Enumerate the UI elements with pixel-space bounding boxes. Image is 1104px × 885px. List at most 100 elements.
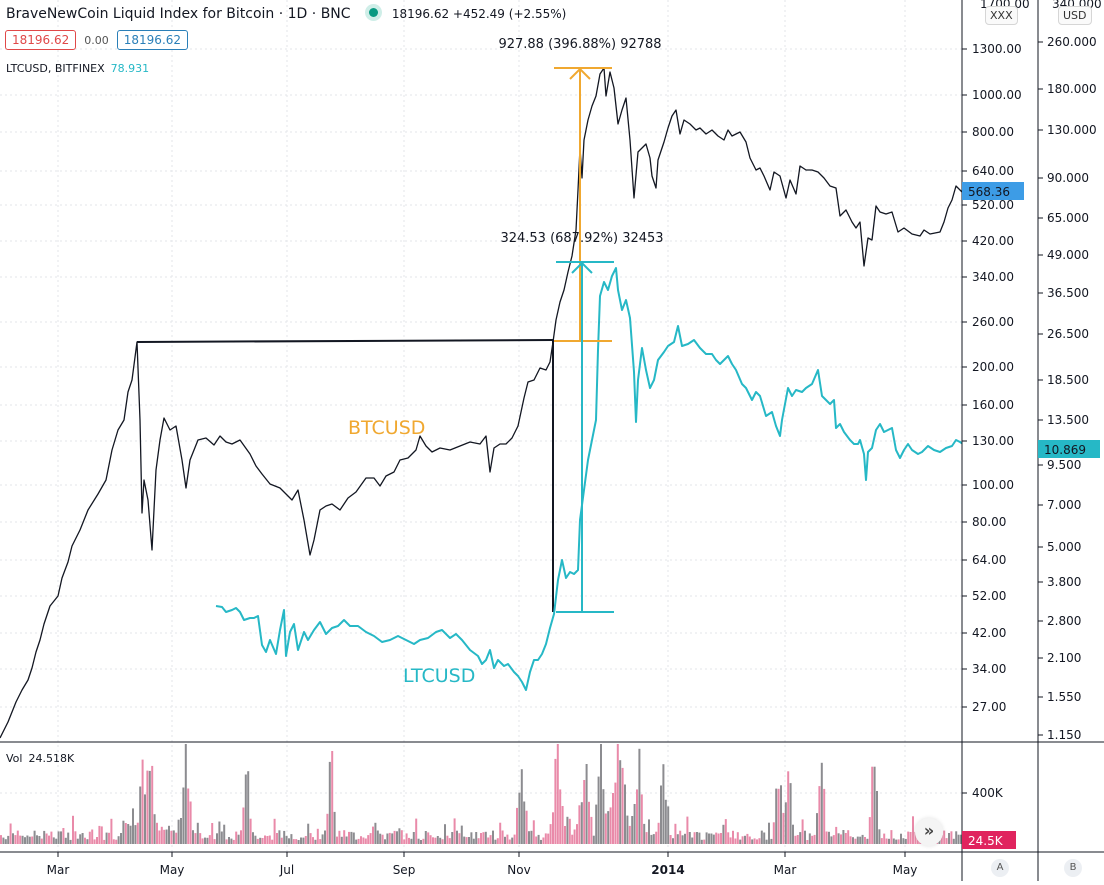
volume-bar — [842, 830, 845, 844]
symbol-title[interactable]: BraveNewCoin Liquid Index for Bitcoin · … — [6, 6, 351, 22]
right-axis-unit-button[interactable]: USD — [1058, 6, 1092, 25]
volume-legend[interactable]: Vol 24.518K — [6, 752, 74, 765]
volume-bar — [273, 818, 276, 844]
volume-bar — [892, 838, 895, 844]
volume-bar — [885, 838, 888, 844]
volume-bar — [808, 833, 811, 844]
volume-bar — [604, 813, 607, 844]
volume-bar — [645, 832, 648, 844]
volume-bar — [247, 771, 250, 844]
right-axis-tick: 260.000 — [1047, 35, 1097, 49]
volume-bar — [465, 837, 468, 844]
volume-bar — [703, 839, 706, 844]
spread-value: 0.00 — [84, 33, 109, 47]
sell-button[interactable]: 18196.62 — [5, 30, 77, 50]
volume-bar — [132, 808, 134, 844]
volume-bar — [748, 836, 751, 844]
volume-bar — [636, 789, 638, 844]
left-axis-tick: 160.00 — [972, 398, 1014, 412]
volume-bar — [799, 832, 802, 844]
volume-bar — [379, 833, 382, 844]
volume-bar — [211, 823, 214, 844]
volume-bar — [7, 835, 10, 844]
volume-bar — [148, 770, 151, 844]
volume-bar — [609, 807, 612, 844]
volume-bar — [571, 834, 574, 844]
volume-bar — [816, 813, 818, 844]
volume-bar — [134, 825, 137, 844]
volume-bar — [722, 824, 725, 844]
volume-bar — [57, 831, 60, 844]
volume-bar — [775, 788, 778, 844]
volume-bar — [696, 832, 698, 844]
buy-button[interactable]: 18196.62 — [116, 30, 189, 50]
left-axis-tick: 200.00 — [972, 360, 1014, 374]
volume-bar — [96, 837, 98, 844]
volume-bar — [868, 817, 871, 844]
volume-bar — [590, 816, 593, 844]
left-axis-unit-button[interactable]: XXX — [985, 6, 1018, 25]
volume-bar — [811, 835, 814, 844]
volume-bar — [451, 832, 454, 844]
volume-bar — [624, 784, 626, 844]
volume-bar — [345, 836, 348, 844]
scroll-to-realtime-button[interactable]: » — [915, 818, 943, 846]
volume-bar — [957, 834, 960, 844]
volume-bar — [777, 788, 780, 844]
volume-bar — [470, 832, 473, 844]
volume-value: 24.518K — [28, 752, 75, 765]
volume-bar — [141, 759, 144, 844]
volume-bar — [16, 830, 19, 844]
right-axis-tick: 26.500 — [1047, 327, 1089, 341]
volume-bar — [24, 837, 26, 844]
volume-bar — [895, 839, 898, 844]
volume-bar — [789, 783, 792, 844]
left-axis-tick: 34.00 — [972, 662, 1006, 676]
volume-bar — [847, 830, 850, 844]
volume-bar — [129, 825, 132, 844]
arrow-up-icon — [569, 67, 591, 80]
volume-bar — [532, 820, 535, 844]
right-axis-tick: 1.150 — [1047, 728, 1081, 742]
left-axis-tick: 340.00 — [972, 270, 1014, 284]
market-status-icon — [368, 8, 378, 17]
volume-bar — [396, 831, 398, 844]
volume-bar — [69, 839, 72, 844]
volume-bar — [717, 833, 720, 844]
volume-bar — [38, 836, 41, 844]
volume-label: Vol — [6, 752, 23, 765]
volume-bar — [849, 836, 852, 844]
trend-line[interactable] — [136, 339, 554, 343]
right-axis-tick: 13.500 — [1047, 413, 1089, 427]
volume-bars — [0, 744, 962, 844]
volume-bar — [266, 836, 269, 844]
measure-tools[interactable]: 927.88 (396.88%) 92788 324.53 (687.92%) 3… — [498, 37, 664, 613]
volume-bar — [240, 830, 242, 844]
auto-scale-b-button[interactable]: B — [1064, 859, 1082, 877]
price-series — [0, 67, 967, 739]
left-axis-tick: 1300.00 — [972, 42, 1022, 56]
volume-bar — [746, 833, 749, 844]
volume-bar — [542, 837, 545, 844]
btc-last-price-badge-bg — [962, 182, 1024, 200]
left-axis-tick: 130.00 — [972, 434, 1014, 448]
price-range-measure[interactable]: 927.88 (396.88%) 92788 — [498, 37, 662, 342]
drawn-lines[interactable] — [136, 339, 554, 612]
volume-bar — [554, 758, 557, 844]
price-range-measure[interactable]: 324.53 (687.92%) 32453 — [500, 231, 664, 613]
volume-bar — [547, 833, 550, 844]
volume-bar — [580, 802, 583, 844]
right-axis-tick: 18.500 — [1047, 373, 1089, 387]
volume-bar — [201, 838, 204, 844]
volume-bar — [552, 812, 554, 844]
overlay-legend[interactable]: LTCUSD, BITFINEX 78.931 — [6, 62, 149, 75]
volume-bar — [950, 831, 953, 844]
auto-scale-a-button[interactable]: A — [991, 859, 1009, 877]
volume-bar — [204, 837, 206, 844]
volume-bar — [393, 830, 396, 844]
volume-bar — [187, 788, 190, 844]
volume-bar — [912, 816, 914, 844]
volume-bar — [600, 744, 602, 844]
volume-bar — [477, 838, 480, 844]
